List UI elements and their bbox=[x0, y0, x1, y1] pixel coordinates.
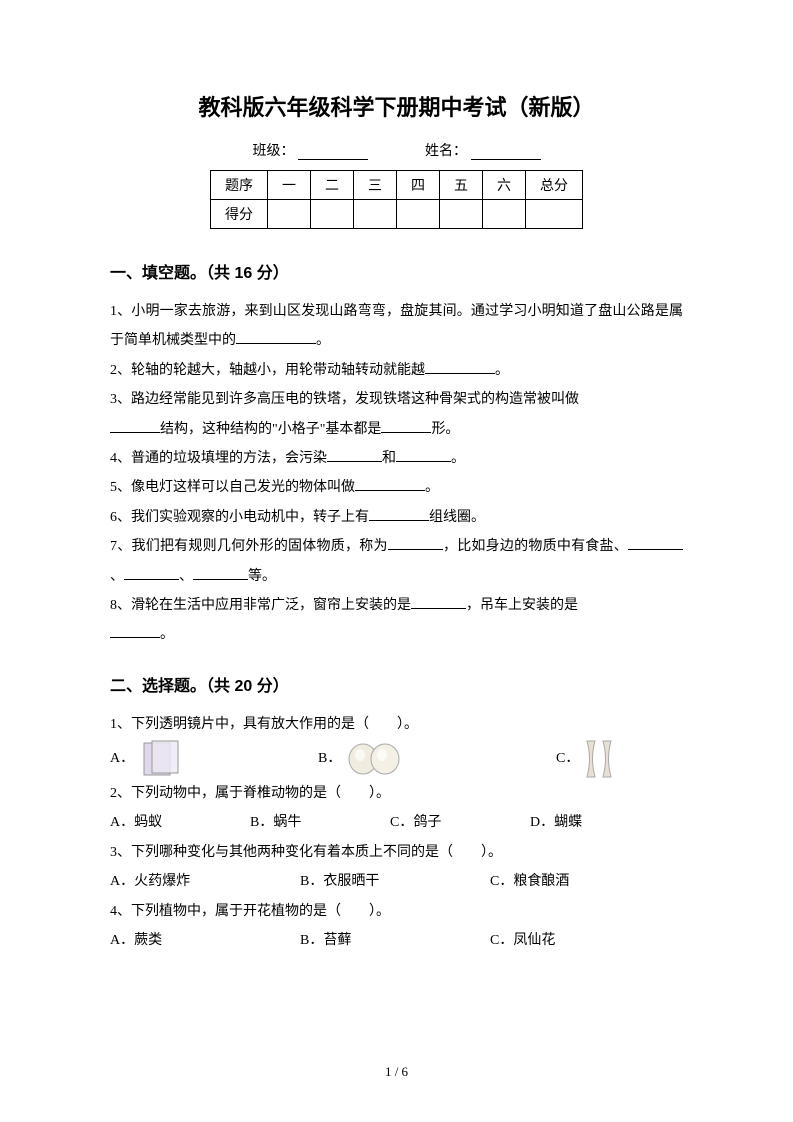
th-5: 五 bbox=[440, 171, 483, 200]
td-blank[interactable] bbox=[440, 200, 483, 229]
page-title: 教科版六年级科学下册期中考试（新版） bbox=[110, 90, 683, 122]
option-b[interactable]: B．蜗牛 bbox=[250, 808, 390, 837]
q-text: 2、轮轴的轮越大，轴越小，用轮带动轴转动就能越 bbox=[110, 363, 425, 378]
option-a[interactable]: A．火药爆炸 bbox=[110, 867, 300, 896]
q-text: 、 bbox=[110, 569, 124, 584]
q-text: 。 bbox=[495, 363, 509, 378]
th-2: 二 bbox=[311, 171, 354, 200]
td-score-label: 得分 bbox=[211, 200, 268, 229]
option-b[interactable]: B． bbox=[318, 741, 478, 777]
q-text: 组线圈。 bbox=[429, 510, 485, 525]
th-4: 四 bbox=[397, 171, 440, 200]
q-text: 5、像电灯这样可以自己发光的物体叫做 bbox=[110, 480, 355, 495]
fill-blank[interactable] bbox=[355, 477, 425, 491]
td-blank[interactable] bbox=[526, 200, 583, 229]
q-text: 。 bbox=[160, 627, 174, 642]
option-b[interactable]: B．苔藓 bbox=[300, 926, 490, 955]
question-1-5: 5、像电灯这样可以自己发光的物体叫做 。 bbox=[110, 473, 683, 502]
th-6: 六 bbox=[483, 171, 526, 200]
fill-blank[interactable] bbox=[110, 624, 160, 638]
q-text: 3、路边经常能见到许多高压电的铁塔，发现铁塔这种骨架式的构造常被叫做 bbox=[110, 392, 579, 407]
flat-glass-icon bbox=[138, 739, 186, 779]
q-text: 1、小明一家去旅游，来到山区发现山路弯弯，盘旋其间。通过学习小明知道了盘山公路是… bbox=[110, 304, 683, 348]
option-d[interactable]: D．蝴蝶 bbox=[530, 808, 670, 837]
question-1-3: 3、路边经常能见到许多高压电的铁塔，发现铁塔这种骨架式的构造常被叫做 结构，这种… bbox=[110, 385, 683, 444]
convex-lens-icon bbox=[345, 741, 405, 777]
fill-blank[interactable] bbox=[628, 536, 683, 550]
td-blank[interactable] bbox=[268, 200, 311, 229]
option-a[interactable]: A．蕨类 bbox=[110, 926, 300, 955]
section-1-title: 一、填空题。（共 16 分） bbox=[110, 259, 683, 283]
question-2-4: 4、下列植物中，属于开花植物的是（ ）。 bbox=[110, 897, 683, 926]
question-1-4: 4、普通的垃圾填埋的方法，会污染 和 。 bbox=[110, 444, 683, 473]
table-row: 得分 bbox=[211, 200, 583, 229]
option-c[interactable]: C．凤仙花 bbox=[490, 926, 660, 955]
question-1-6: 6、我们实验观察的小电动机中，转子上有 组线圈。 bbox=[110, 503, 683, 532]
options-2-4: A．蕨类 B．苔藓 C．凤仙花 bbox=[110, 926, 683, 955]
question-1-8: 8、滑轮在生活中应用非常广泛，窗帘上安装的是 ，吊车上安装的是。 bbox=[110, 591, 683, 650]
concave-lens-icon bbox=[583, 739, 623, 779]
fill-blank[interactable] bbox=[388, 536, 443, 550]
option-c[interactable]: C．粮食酿酒 bbox=[490, 867, 660, 896]
question-1-7: 7、我们把有规则几何外形的固体物质，称为 ，比如身边的物质中有食盐、、 、 等。 bbox=[110, 532, 683, 591]
q-text: 7、我们把有规则几何外形的固体物质，称为 bbox=[110, 539, 388, 554]
option-c[interactable]: C．鸽子 bbox=[390, 808, 530, 837]
th-total: 总分 bbox=[526, 171, 583, 200]
opt-label: A． bbox=[110, 744, 134, 775]
option-a[interactable]: A．蚂蚁 bbox=[110, 808, 250, 837]
q-text: 、 bbox=[179, 569, 193, 584]
q-text: 8、滑轮在生活中应用非常广泛，窗帘上安装的是 bbox=[110, 598, 411, 613]
fill-blank[interactable] bbox=[124, 566, 179, 580]
score-table: 题序 一 二 三 四 五 六 总分 得分 bbox=[210, 170, 583, 229]
q-text: 形。 bbox=[431, 422, 459, 437]
class-label: 班级： bbox=[253, 144, 295, 159]
options-2-2: A．蚂蚁 B．蜗牛 C．鸽子 D．蝴蝶 bbox=[110, 808, 683, 837]
options-2-3: A．火药爆炸 B．衣服晒干 C．粮食酿酒 bbox=[110, 867, 683, 896]
q-text: ，比如身边的物质中有食盐、 bbox=[443, 539, 628, 554]
question-1-1: 1、小明一家去旅游，来到山区发现山路弯弯，盘旋其间。通过学习小明知道了盘山公路是… bbox=[110, 297, 683, 356]
name-blank[interactable] bbox=[471, 144, 541, 160]
td-blank[interactable] bbox=[397, 200, 440, 229]
td-blank[interactable] bbox=[483, 200, 526, 229]
th-3: 三 bbox=[354, 171, 397, 200]
question-1-2: 2、轮轴的轮越大，轴越小，用轮带动轴转动就能越 。 bbox=[110, 356, 683, 385]
question-2-1: 1、下列透明镜片中，具有放大作用的是（ ）。 bbox=[110, 710, 683, 739]
table-row: 题序 一 二 三 四 五 六 总分 bbox=[211, 171, 583, 200]
fill-blank[interactable] bbox=[425, 360, 495, 374]
options-2-1: A． B． C． bbox=[110, 739, 683, 779]
q-text: 。 bbox=[425, 480, 439, 495]
option-c[interactable]: C． bbox=[556, 739, 716, 779]
q-text: 。 bbox=[451, 451, 465, 466]
fill-blank[interactable] bbox=[396, 448, 451, 462]
fill-blank[interactable] bbox=[236, 330, 316, 344]
fill-blank[interactable] bbox=[327, 448, 382, 462]
q-text: 结构，这种结构的"小格子"基本都是 bbox=[160, 422, 381, 437]
question-2-2: 2、下列动物中，属于脊椎动物的是（ ）。 bbox=[110, 779, 683, 808]
th-1: 一 bbox=[268, 171, 311, 200]
class-blank[interactable] bbox=[298, 144, 368, 160]
q-text: 4、普通的垃圾填埋的方法，会污染 bbox=[110, 451, 327, 466]
fill-blank[interactable] bbox=[411, 595, 466, 609]
fill-blank[interactable] bbox=[110, 419, 160, 433]
opt-label: B． bbox=[318, 744, 341, 775]
opt-label: C． bbox=[556, 744, 579, 775]
fill-blank[interactable] bbox=[193, 566, 248, 580]
q-text: 。 bbox=[316, 333, 330, 348]
td-blank[interactable] bbox=[354, 200, 397, 229]
option-b[interactable]: B．衣服晒干 bbox=[300, 867, 490, 896]
question-2-3: 3、下列哪种变化与其他两种变化有着本质上不同的是（ ）。 bbox=[110, 838, 683, 867]
q-text: 和 bbox=[382, 451, 396, 466]
q-text: 6、我们实验观察的小电动机中，转子上有 bbox=[110, 510, 369, 525]
q-text: ，吊车上安装的是 bbox=[466, 598, 578, 613]
th-seq: 题序 bbox=[211, 171, 268, 200]
fill-blank[interactable] bbox=[369, 507, 429, 521]
section-2-title: 二、选择题。（共 20 分） bbox=[110, 672, 683, 696]
name-label: 姓名： bbox=[425, 144, 467, 159]
option-a[interactable]: A． bbox=[110, 739, 270, 779]
header-info: 班级： 姓名： bbox=[110, 140, 683, 160]
fill-blank[interactable] bbox=[381, 419, 431, 433]
q-text: 等。 bbox=[248, 569, 276, 584]
td-blank[interactable] bbox=[311, 200, 354, 229]
page-footer: 1 / 6 bbox=[0, 1064, 793, 1080]
